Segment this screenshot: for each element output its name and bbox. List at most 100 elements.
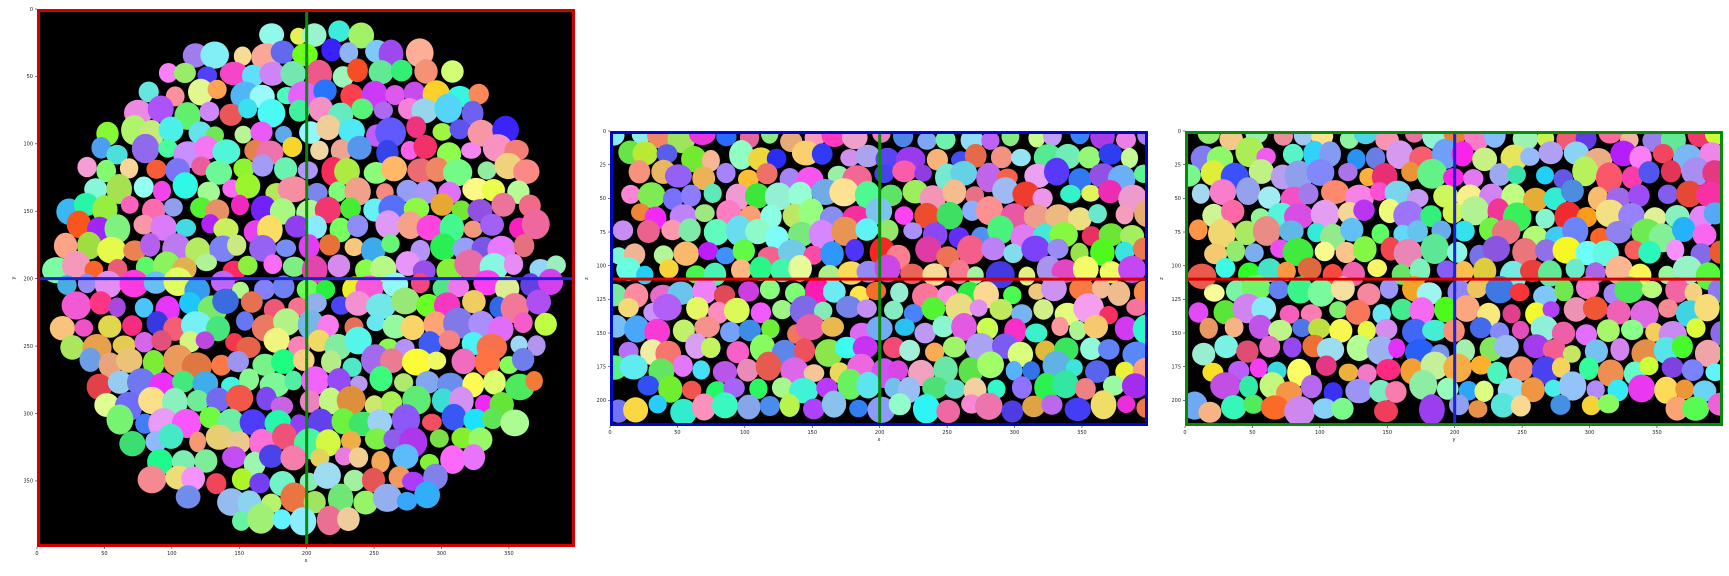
cell-segment xyxy=(1340,217,1364,242)
cell-segment xyxy=(232,511,251,531)
cell-segment xyxy=(1692,380,1717,402)
x-tick-label: 350 xyxy=(1652,430,1662,436)
cell-segment xyxy=(1069,320,1087,341)
cell-segment xyxy=(238,98,258,119)
cell-segment xyxy=(694,316,720,338)
cell-segment xyxy=(503,253,524,275)
cell-segment xyxy=(682,380,702,400)
cell-segment xyxy=(1510,395,1531,417)
cell-segment xyxy=(900,263,924,284)
cell-segment xyxy=(637,220,660,243)
cell-segment xyxy=(146,159,167,179)
cell-segment xyxy=(1331,397,1354,420)
cell-segment xyxy=(299,472,319,491)
cell-segment xyxy=(227,234,247,256)
cell-segment xyxy=(1391,298,1414,320)
cell-segment xyxy=(212,288,239,314)
cell-segment xyxy=(430,193,454,216)
cell-segment xyxy=(1060,184,1081,204)
cell-segment xyxy=(219,61,248,86)
cell-segment xyxy=(772,300,793,320)
x-tick-label: 200 xyxy=(875,430,885,436)
cell-segment xyxy=(158,423,184,449)
cell-segment xyxy=(664,164,692,188)
cell-segment xyxy=(219,103,243,126)
cell-segment xyxy=(259,62,286,86)
cell-segment xyxy=(247,503,275,534)
cell-segment xyxy=(1090,238,1115,266)
cell-segment xyxy=(272,509,292,530)
cell-segment xyxy=(1022,395,1046,418)
cell-segment xyxy=(206,473,227,495)
cell-segment xyxy=(1560,179,1584,203)
cell-segment xyxy=(473,270,502,296)
yz-slice-svg: 0 50 100 150 200 250 300 350 0 25 50 75 100 125 150 175… xyxy=(1159,129,1723,443)
cell-segment xyxy=(383,429,403,450)
cell-segment xyxy=(1596,319,1620,342)
cell-segment xyxy=(749,378,768,399)
cell-segment xyxy=(1007,341,1034,368)
cell-segment xyxy=(413,134,438,159)
cell-segment xyxy=(890,282,909,303)
cell-segment xyxy=(849,399,868,418)
cell-segment xyxy=(736,358,759,382)
cell-segment xyxy=(957,235,985,265)
cell-segment xyxy=(1210,372,1241,400)
cell-segment xyxy=(1371,223,1390,244)
cell-segment xyxy=(434,93,463,124)
cell-segment xyxy=(348,22,375,49)
cell-segment xyxy=(1665,396,1689,421)
cell-segment xyxy=(822,280,846,303)
cell-segment xyxy=(1523,334,1550,359)
y-tick-label: 200 xyxy=(596,398,606,404)
cell-segment xyxy=(119,269,149,298)
cell-segment xyxy=(1047,238,1069,259)
cell-segment xyxy=(1554,278,1574,302)
cell-segment xyxy=(122,315,143,336)
cell-segment xyxy=(942,336,966,358)
cell-segment xyxy=(1575,240,1600,266)
cell-segment xyxy=(732,239,755,263)
cell-segment xyxy=(280,482,309,513)
y-tick-label: 100 xyxy=(1171,264,1181,270)
cell-segment xyxy=(1033,299,1054,320)
cell-segment xyxy=(731,259,752,281)
cell-segment xyxy=(975,392,1003,420)
cell-segment xyxy=(716,131,737,147)
cell-segment xyxy=(1420,233,1449,264)
cell-segment xyxy=(61,250,91,280)
cell-segment xyxy=(451,348,477,375)
y-tick-label: 150 xyxy=(596,331,606,337)
cell-segment xyxy=(1490,392,1516,418)
cell-segment xyxy=(852,336,878,359)
x-tick-label: 200 xyxy=(302,551,312,557)
cell-segment xyxy=(1401,162,1420,182)
cell-segment xyxy=(922,376,948,399)
cell-segment xyxy=(416,293,442,318)
cell-segment xyxy=(1345,299,1371,325)
cell-segment xyxy=(795,314,826,341)
cell-segment xyxy=(723,297,750,324)
cell-segment xyxy=(836,295,862,318)
cell-segment xyxy=(1224,317,1244,338)
cell-segment xyxy=(98,315,122,338)
cell-segment xyxy=(1442,201,1464,224)
cell-segment xyxy=(1200,160,1227,186)
cell-segment xyxy=(138,386,166,415)
cell-segment xyxy=(1292,318,1312,338)
cell-segment xyxy=(624,315,650,343)
cell-segment xyxy=(271,349,297,374)
cell-segment xyxy=(226,384,254,412)
cell-segment xyxy=(1214,335,1239,359)
cell-segment xyxy=(1329,318,1353,343)
cell-segment xyxy=(673,354,693,377)
cell-segment xyxy=(1538,141,1563,165)
xy-x-axis-label: x xyxy=(305,558,308,564)
cell-segment xyxy=(240,291,263,313)
x-tick-label: 250 xyxy=(369,551,379,557)
cell-segment xyxy=(335,447,354,466)
cell-segment xyxy=(1243,394,1264,414)
cell-segment xyxy=(205,424,233,450)
cell-segment xyxy=(1300,374,1323,399)
cell-segment xyxy=(1070,131,1090,145)
